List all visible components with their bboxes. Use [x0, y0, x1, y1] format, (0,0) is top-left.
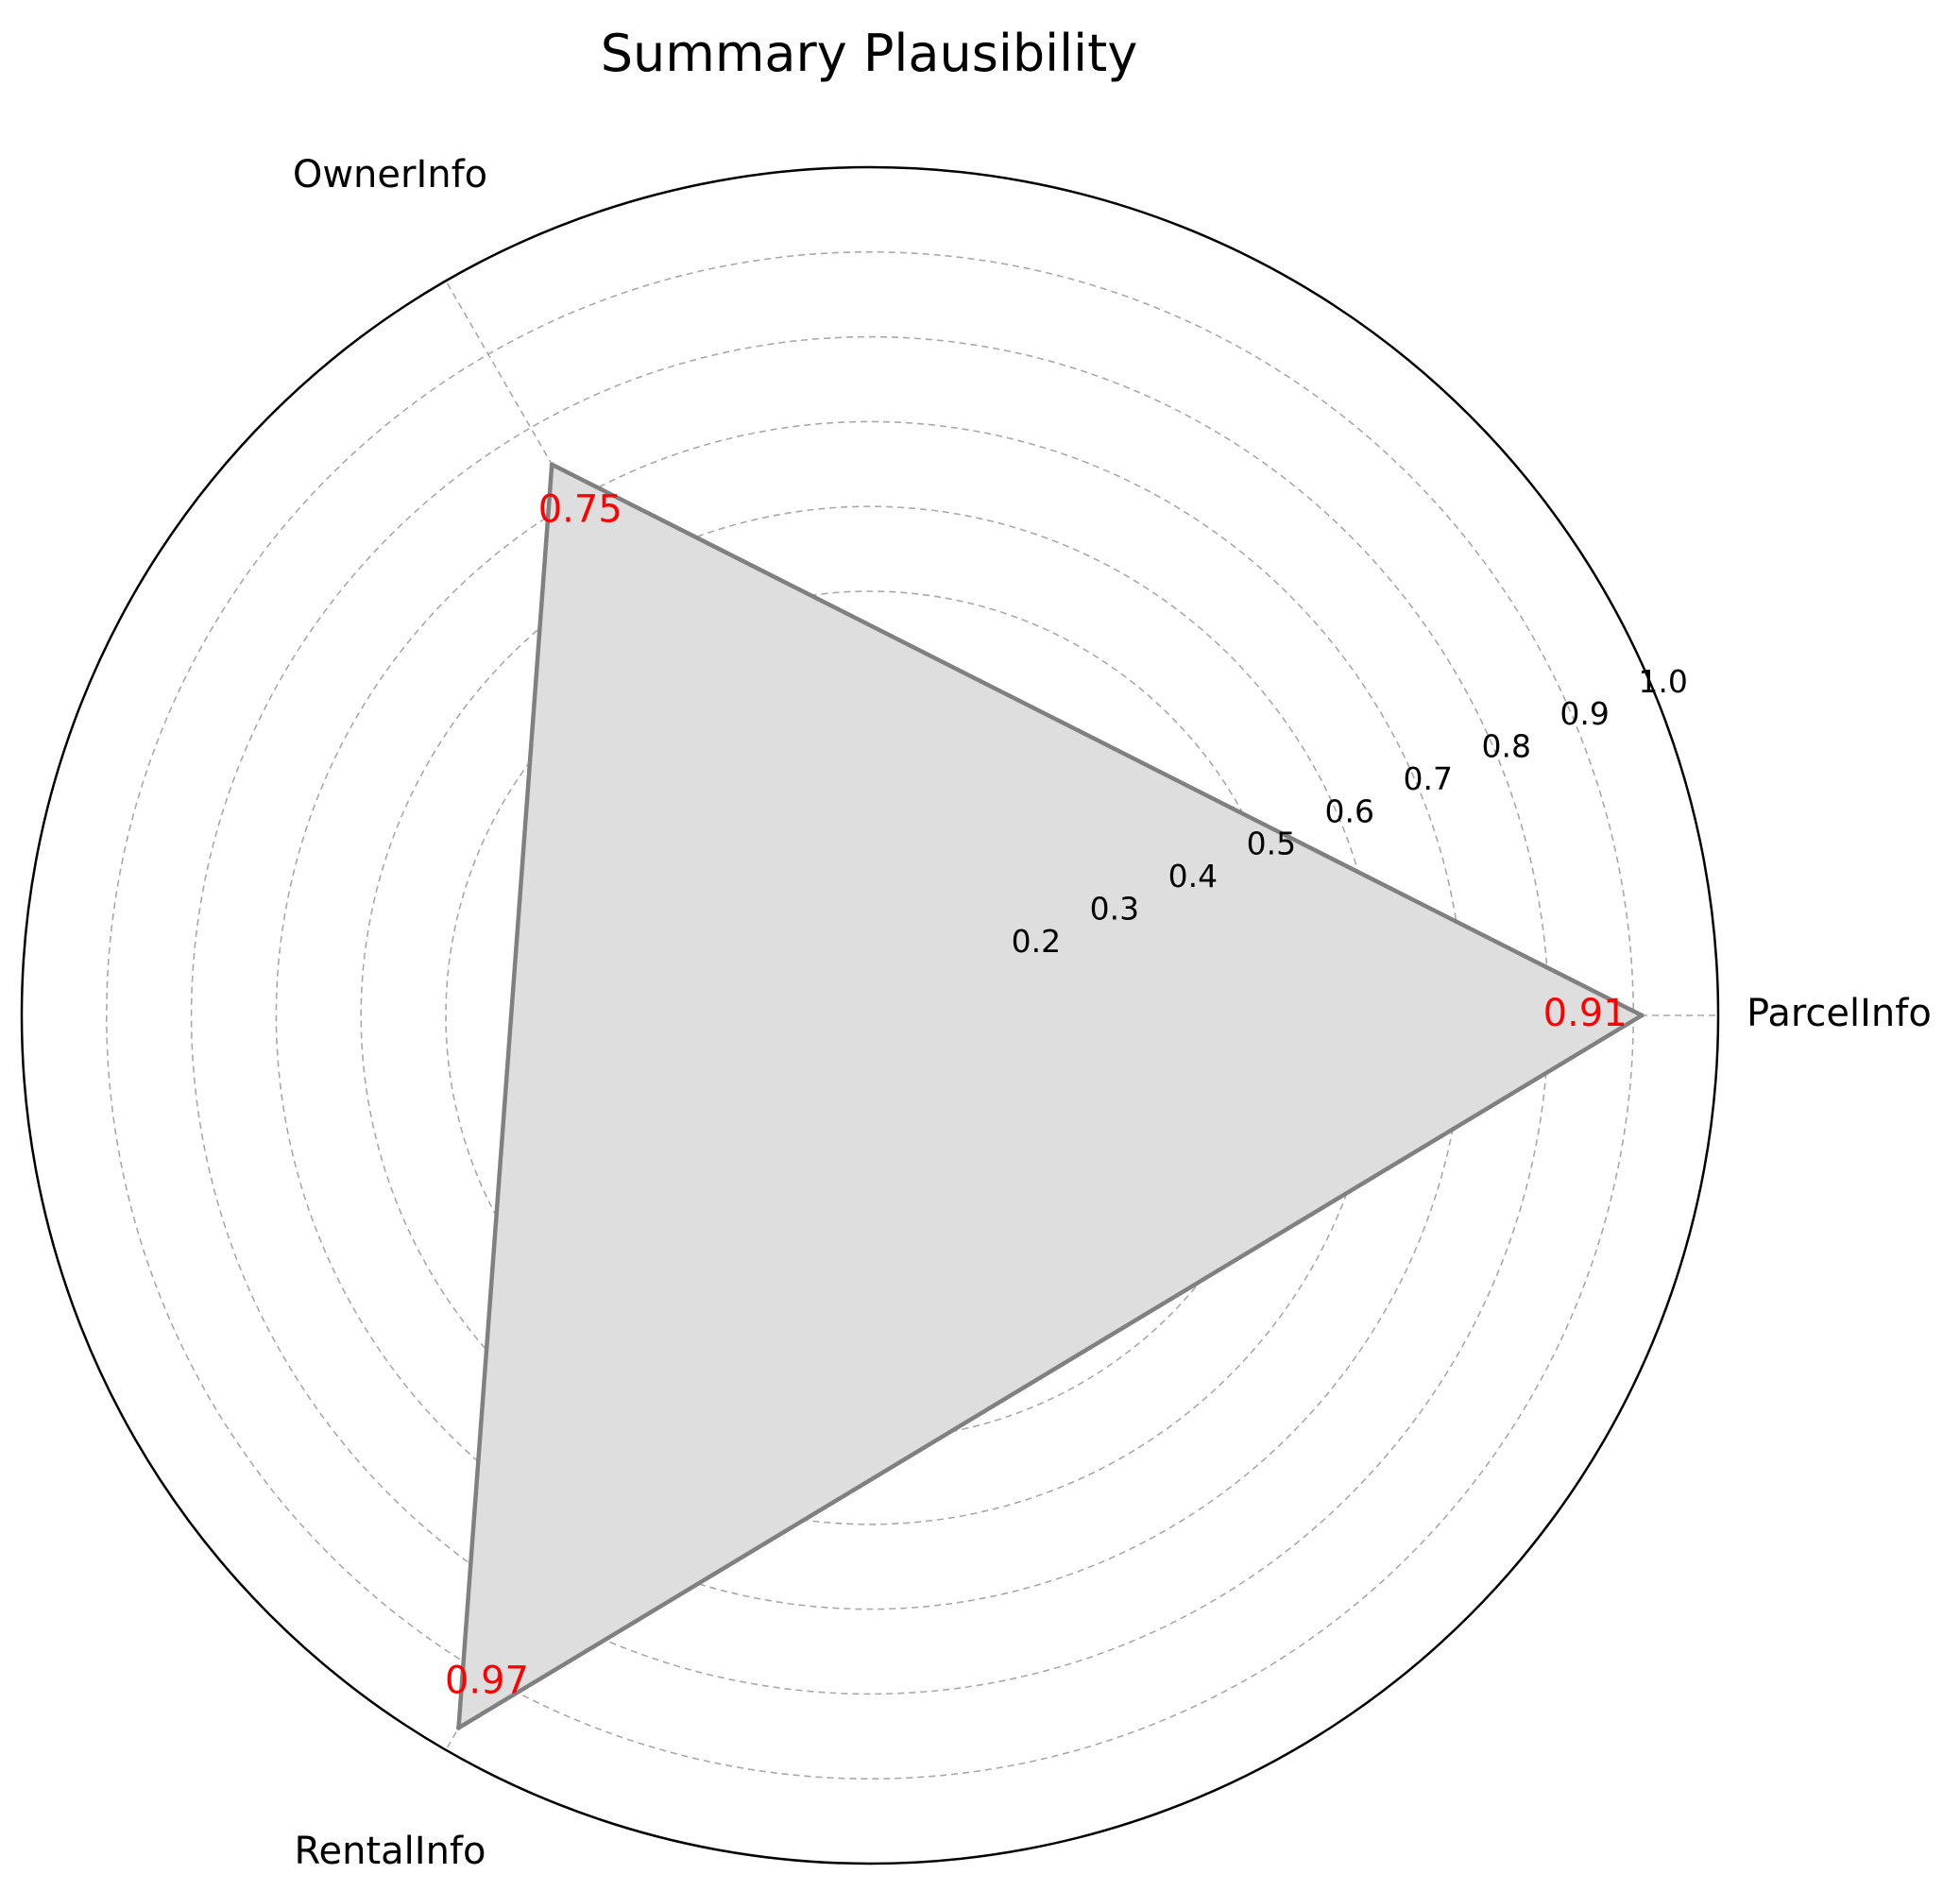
category-label-rentalinfo: RentalInfo: [295, 1830, 486, 1873]
category-label-parcelinfo: ParcelInfo: [1747, 992, 1932, 1035]
chart-title: Summary Plausibility: [601, 24, 1138, 83]
series-line: [456, 462, 1645, 1730]
r-tick-label: 0.3: [1090, 890, 1139, 927]
data-point-parcelinfo: [1639, 1013, 1645, 1018]
category-label-ownerinfo: OwnerInfo: [293, 153, 487, 196]
series-area: [458, 464, 1643, 1729]
series-layer: [455, 462, 1645, 1730]
data-label-ownerinfo: 0.75: [538, 488, 622, 532]
data-label-parcelinfo: 0.91: [1543, 992, 1628, 1035]
r-tick-label: 0.4: [1168, 858, 1218, 894]
r-tick-label: 0.2: [1012, 923, 1061, 960]
r-tick-label: 0.5: [1247, 826, 1296, 862]
outer-frame: [20, 165, 1720, 1865]
r-tick-label: 0.7: [1404, 760, 1453, 797]
r-tick-label: 1.0: [1638, 663, 1687, 700]
r-tick-label: 0.6: [1325, 792, 1374, 829]
data-point-ownerinfo: [549, 462, 554, 468]
r-tick-label: 0.9: [1559, 695, 1609, 732]
r-tick-label: 0.8: [1481, 728, 1530, 765]
label-layer: 0.2 0.3 0.4 0.5 0.6 0.7 0.8 0.9 1.0 0.91 0.75 0.97 P…: [293, 153, 1932, 1873]
data-label-rentalinfo: 0.97: [445, 1659, 529, 1702]
data-point-rentalinfo: [455, 1725, 461, 1730]
